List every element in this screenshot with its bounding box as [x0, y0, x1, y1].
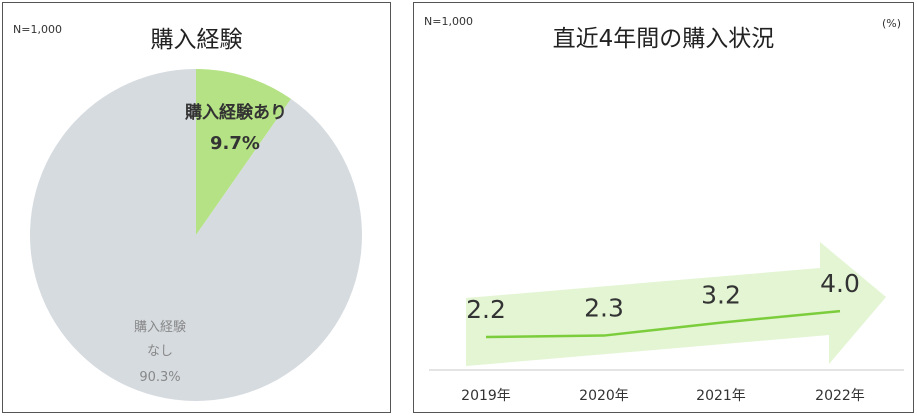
sample-size-label: N=1,000 [424, 15, 473, 28]
series-line [485, 309, 841, 339]
line-chart-panel: N=1,000 直近4年間の購入状況 (%) 2.2 2.3 3.2 4.0 2019年… [413, 2, 914, 413]
line-chart-title: 直近4年間の購入状況 [552, 26, 775, 52]
slice-value-label: 9.7% [210, 133, 260, 154]
x-tick-label: 2021年 [696, 388, 746, 404]
line-chart: 2.2 2.3 3.2 4.0 2019年 2020年 2021年 2022年 [429, 242, 904, 404]
trend-arrow [466, 242, 886, 366]
slice-label: 購入経験あり [185, 102, 287, 123]
pie-slice [196, 69, 292, 235]
data-label: 2.3 [584, 294, 624, 323]
slice-label: なし [147, 344, 173, 359]
data-label: 4.0 [820, 269, 860, 298]
x-tick-label: 2020年 [579, 388, 629, 404]
slice-value-label: 90.3% [139, 370, 180, 385]
unit-label: (%) [881, 17, 901, 30]
x-tick-label: 2019年 [461, 388, 511, 404]
data-label: 3.2 [701, 281, 741, 310]
data-label: 2.2 [466, 295, 506, 324]
pie-slice [29, 69, 362, 401]
sample-size-label: N=1,000 [13, 23, 62, 36]
slice-label: 購入経験 [134, 320, 186, 335]
pie-chart-title: 購入経験 [150, 27, 243, 53]
pie-chart-panel: N=1,000 購入経験 購入経験あり 9.7% 購入経験なし 90.3% [2, 2, 391, 413]
x-tick-label: 2022年 [815, 388, 865, 404]
